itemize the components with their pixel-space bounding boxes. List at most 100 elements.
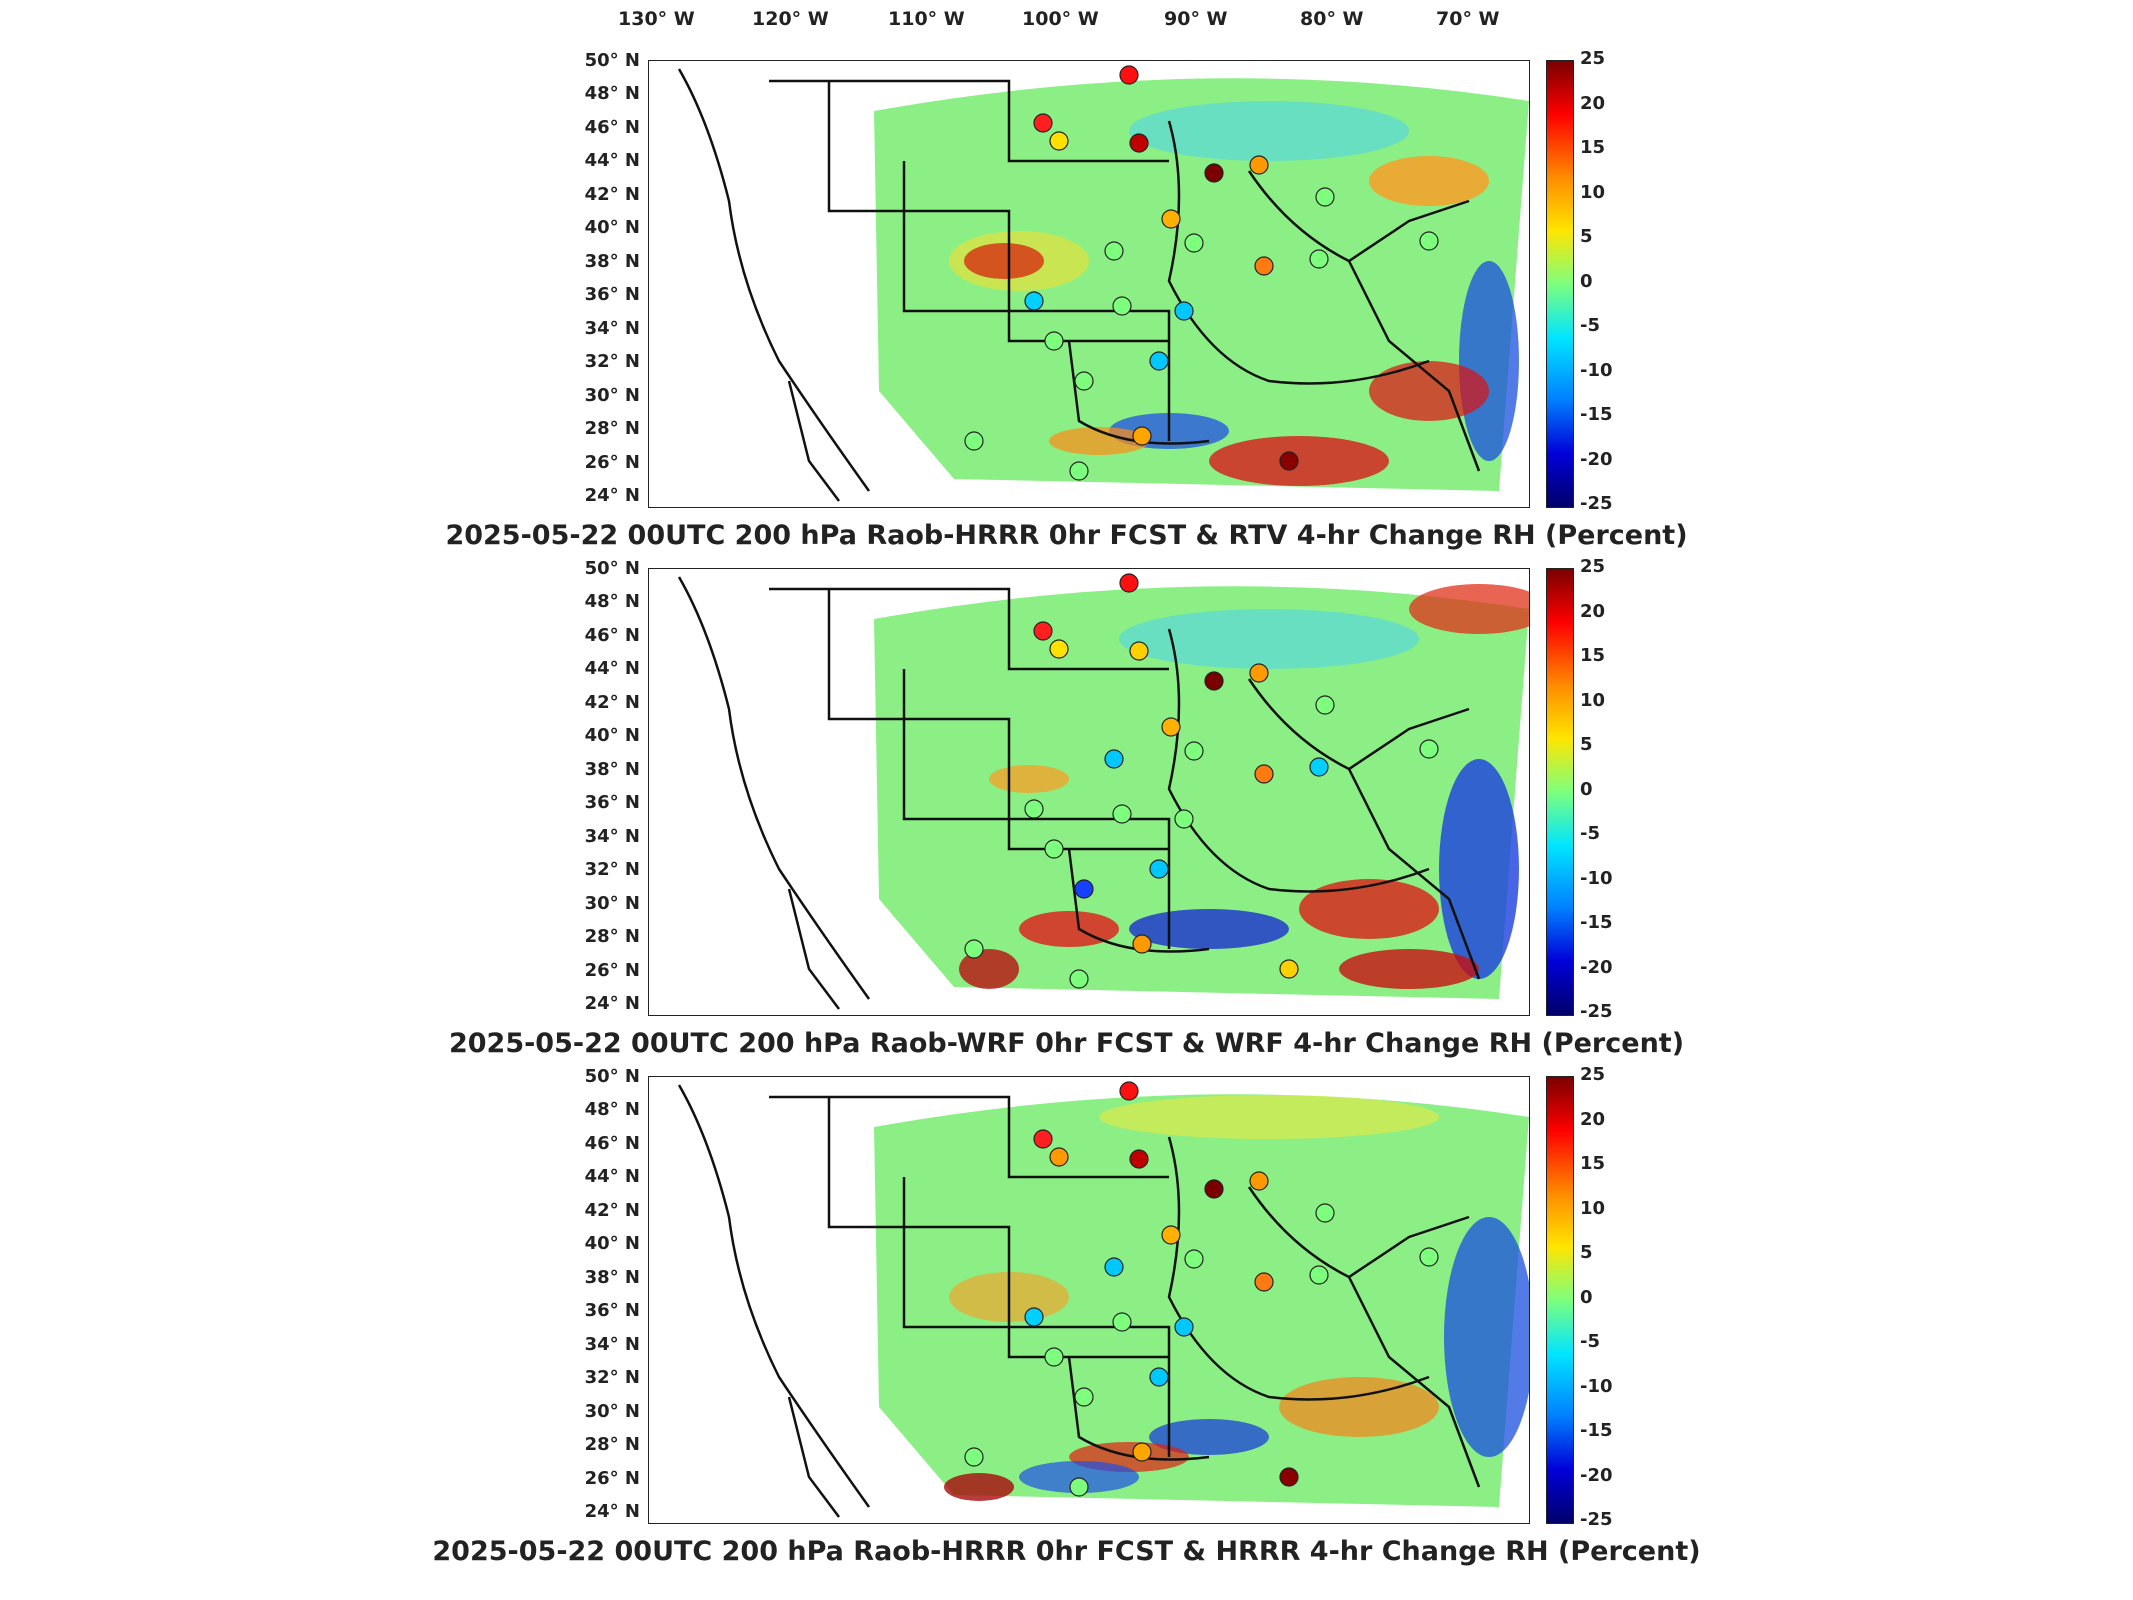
rh-map (677, 573, 1529, 1010)
lat-label: 32° N (584, 859, 640, 880)
station-marker (1069, 1477, 1089, 1497)
station-marker (1249, 1171, 1269, 1191)
colorbar-tick-label: 5 (1580, 226, 1593, 247)
colorbar-tick-label: -25 (1580, 1509, 1613, 1530)
colorbar-tick-label: 25 (1580, 556, 1606, 577)
lat-label: 34° N (584, 826, 640, 847)
lat-label: 46° N (584, 625, 640, 646)
station-marker (1119, 65, 1139, 85)
colorbar-tick-label: -15 (1580, 912, 1613, 933)
lat-label: 40° N (584, 725, 640, 746)
colorbar-tick-label: 25 (1580, 48, 1606, 69)
colorbar-tick-label: -20 (1580, 1465, 1613, 1486)
station-marker (1132, 1442, 1152, 1462)
station-marker (964, 1447, 984, 1467)
station-marker (1112, 1312, 1132, 1332)
station-marker (1149, 1367, 1169, 1387)
lat-label: 44° N (584, 658, 640, 679)
lat-label: 32° N (584, 351, 640, 372)
station-marker (1033, 1129, 1053, 1149)
lat-label: 28° N (584, 1434, 640, 1455)
station-marker (1069, 461, 1089, 481)
lat-label: 40° N (584, 1233, 640, 1254)
station-marker (1104, 241, 1124, 261)
colorbar-tick-label: 25 (1580, 1064, 1606, 1085)
rh-map (677, 1081, 1529, 1518)
station-marker (964, 939, 984, 959)
station-marker (1132, 426, 1152, 446)
lat-label: 46° N (584, 117, 640, 138)
station-marker (1132, 934, 1152, 954)
lat-label: 26° N (584, 1468, 640, 1489)
colorbar-tick-label: 15 (1580, 1153, 1606, 1174)
lat-label: 42° N (584, 1200, 640, 1221)
lat-label: 50° N (584, 1066, 640, 1087)
station-marker (1309, 249, 1329, 269)
colorbar-tick-label: -20 (1580, 957, 1613, 978)
colorbar-tick-label: 10 (1580, 1198, 1606, 1219)
station-marker (1174, 1317, 1194, 1337)
station-marker (1024, 291, 1044, 311)
map-area (648, 568, 1530, 1016)
station-marker (1044, 1347, 1064, 1367)
station-marker (1129, 1149, 1149, 1169)
lon-label: 100° W (1022, 8, 1099, 30)
station-marker (1161, 717, 1181, 737)
lat-label: 26° N (584, 960, 640, 981)
station-marker (1044, 331, 1064, 351)
lon-label: 80° W (1300, 8, 1364, 30)
lat-label: 30° N (584, 1401, 640, 1422)
station-marker (1419, 739, 1439, 759)
lat-label: 40° N (584, 217, 640, 238)
station-marker (1074, 879, 1094, 899)
station-marker (1049, 131, 1069, 151)
station-marker (1204, 163, 1224, 183)
colorbar-tick-label: -25 (1580, 1001, 1613, 1022)
lat-label: 28° N (584, 418, 640, 439)
lat-label: 36° N (584, 792, 640, 813)
station-marker (1309, 757, 1329, 777)
lat-label: 28° N (584, 926, 640, 947)
colorbar-tick-label: 0 (1580, 271, 1593, 292)
colorbar-tick-label: 15 (1580, 645, 1606, 666)
station-marker (1184, 741, 1204, 761)
lat-label: 34° N (584, 318, 640, 339)
lat-label: 44° N (584, 150, 640, 171)
station-marker (1279, 451, 1299, 471)
station-marker (1044, 839, 1064, 859)
lat-label: 50° N (584, 558, 640, 579)
lat-label: 26° N (584, 452, 640, 473)
lat-label: 48° N (584, 591, 640, 612)
station-marker (1024, 799, 1044, 819)
station-marker (1074, 371, 1094, 391)
station-marker (1149, 351, 1169, 371)
station-marker (1069, 969, 1089, 989)
colorbar-tick-label: 10 (1580, 182, 1606, 203)
station-marker (1315, 187, 1335, 207)
station-marker (1112, 296, 1132, 316)
map-area (648, 1076, 1530, 1524)
station-marker (1161, 1225, 1181, 1245)
station-marker (1104, 749, 1124, 769)
station-marker (1254, 256, 1274, 276)
lat-label: 50° N (584, 50, 640, 71)
colorbar-tick-label: 10 (1580, 690, 1606, 711)
station-marker (1129, 133, 1149, 153)
lon-label: 130° W (618, 8, 695, 30)
station-marker (1204, 671, 1224, 691)
colorbar-tick-label: -15 (1580, 404, 1613, 425)
lat-label: 36° N (584, 1300, 640, 1321)
lon-label: 110° W (888, 8, 965, 30)
colorbar (1546, 1076, 1574, 1524)
rh-map (677, 65, 1529, 502)
station-marker (1309, 1265, 1329, 1285)
station-marker (1033, 621, 1053, 641)
panel-title: 2025-05-22 00UTC 200 hPa Raob-WRF 0hr FC… (448, 1028, 1685, 1059)
station-marker (1249, 663, 1269, 683)
colorbar-tick-label: 5 (1580, 734, 1593, 755)
station-marker (1074, 1387, 1094, 1407)
colorbar-tick-label: -20 (1580, 449, 1613, 470)
station-marker (1279, 959, 1299, 979)
colorbar-tick-label: -10 (1580, 1376, 1613, 1397)
station-marker (1119, 1081, 1139, 1101)
